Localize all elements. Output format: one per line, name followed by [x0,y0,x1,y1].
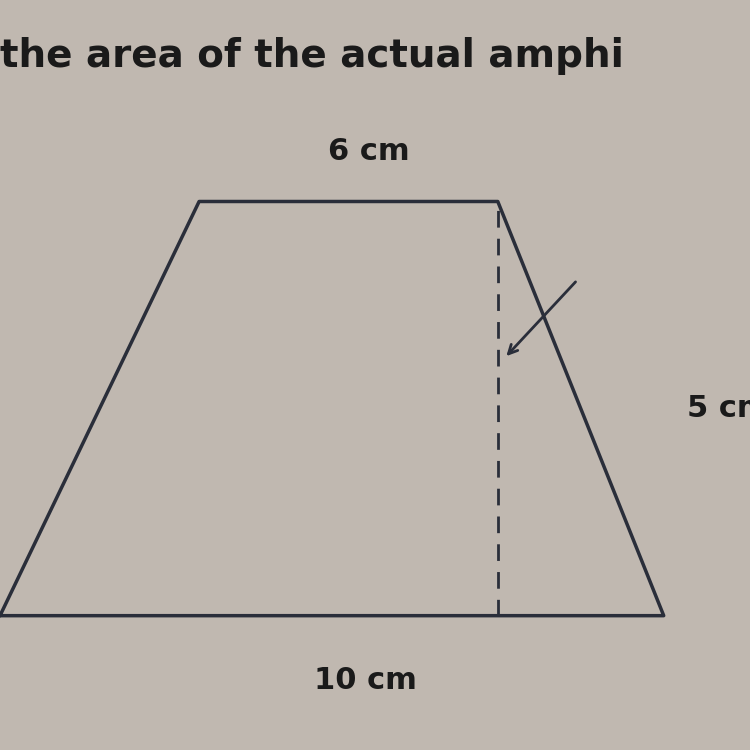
Text: 10 cm: 10 cm [314,666,416,695]
Text: 6 cm: 6 cm [328,136,410,166]
Text: the area of the actual amphi: the area of the actual amphi [0,37,624,75]
Text: 5 cm: 5 cm [687,394,750,423]
